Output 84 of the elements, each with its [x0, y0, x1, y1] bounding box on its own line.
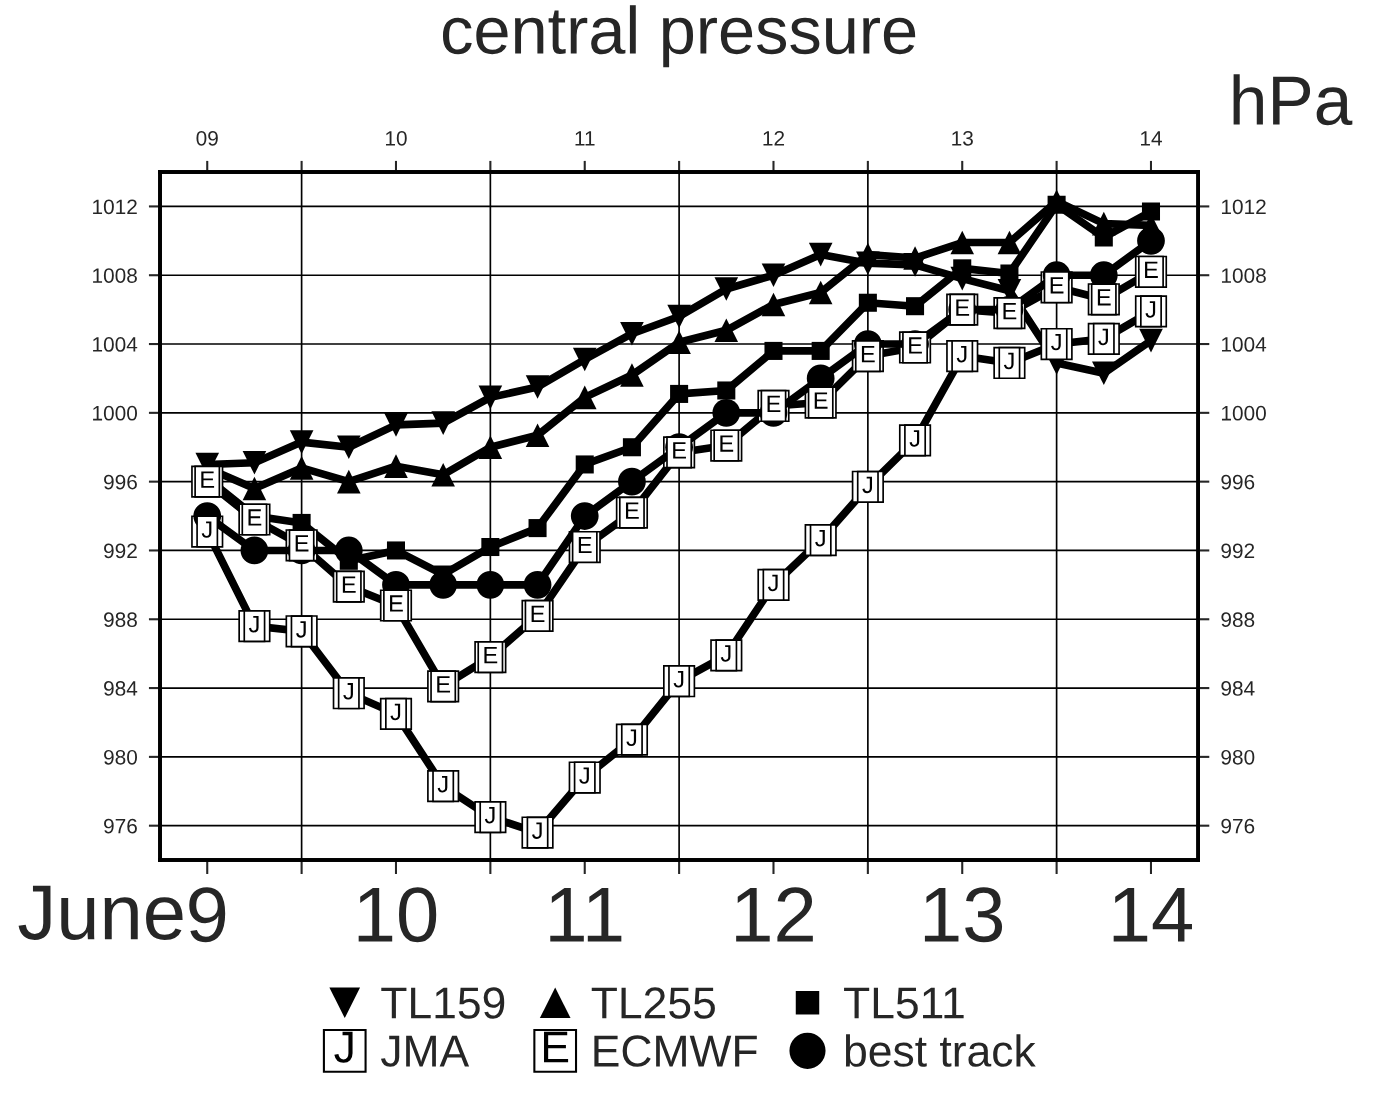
data-label: E	[625, 502, 639, 519]
data-label: J	[1145, 301, 1156, 318]
data-label: E	[342, 576, 356, 593]
text: J	[334, 1031, 353, 1063]
data-label: E	[909, 337, 922, 354]
data-label: J	[909, 430, 920, 447]
legend-label: TL511	[844, 987, 964, 1019]
data-label: E	[437, 676, 451, 693]
y-tick-label: 988	[104, 612, 137, 628]
data-label: J	[720, 645, 731, 662]
text: E	[544, 1031, 569, 1063]
legend-label: best track	[845, 1034, 1036, 1067]
data-label: E	[484, 646, 498, 664]
data-label: J	[956, 345, 967, 363]
x-tick-label: 9	[189, 887, 226, 943]
y-tick-label: 996	[104, 474, 137, 490]
data-label: E	[390, 595, 403, 612]
data-label: J	[532, 822, 542, 839]
y-tick-label: 1008	[93, 268, 137, 283]
data-label: E	[578, 536, 592, 554]
chart-title: central pressure	[442, 5, 916, 68]
data-label: E	[861, 345, 875, 363]
y2-tick-label: 1008	[1221, 268, 1266, 283]
x2-tick-label: 09	[196, 130, 218, 146]
y-tick-label: 1004	[93, 337, 138, 352]
data-label: J	[437, 775, 448, 793]
x-tick-label: 11	[550, 887, 622, 942]
y2-tick-label: 1004	[1221, 337, 1267, 352]
x-tick-label: 10	[358, 887, 437, 943]
y-tick-label: 1000	[93, 405, 138, 421]
y2-tick-label: 980	[1221, 749, 1255, 765]
x-tick-label: 12	[736, 887, 813, 942]
data-label: J	[484, 806, 495, 824]
x-tick-label: 13	[924, 887, 1003, 943]
data-label: J	[1003, 352, 1014, 370]
y-tick-label: 1012	[93, 199, 137, 215]
data-label: E	[956, 299, 970, 316]
y2-tick-label: 1000	[1221, 405, 1266, 421]
x2-tick-label: 12	[763, 130, 785, 146]
data-label: E	[201, 471, 215, 488]
data-label: J	[343, 683, 353, 700]
data-label: J	[862, 476, 873, 494]
data-label: E	[1097, 289, 1111, 306]
legend-label: ECMWF	[594, 1035, 757, 1067]
data-label: J	[767, 574, 778, 592]
data-label: J	[1051, 333, 1061, 351]
data-label: E	[1145, 261, 1158, 278]
y2-tick-label: 996	[1221, 474, 1255, 490]
legend-label: TL159	[381, 987, 505, 1019]
data-label: E	[814, 392, 828, 409]
legend-label: JMA	[380, 1035, 470, 1067]
y-tick-label: 992	[104, 543, 137, 559]
y2-tick-label: 1012	[1221, 199, 1266, 215]
data-label: J	[201, 521, 212, 538]
data-label: J	[579, 767, 589, 784]
x2-tick-label: 10	[385, 130, 407, 146]
data-label: J	[390, 703, 401, 721]
data-label: E	[531, 605, 545, 622]
legend-label: TL255	[591, 987, 715, 1019]
data-label: J	[1098, 328, 1108, 346]
data-label: J	[815, 530, 825, 547]
data-label: J	[248, 616, 259, 633]
data-label: E	[1003, 302, 1017, 320]
y2-axis-title: hPa	[1233, 74, 1353, 126]
data-label: E	[248, 509, 262, 526]
y2-tick-label: 988	[1221, 612, 1255, 628]
data-label: J	[673, 671, 684, 688]
data-label: E	[767, 395, 781, 413]
y2-tick-label: 992	[1221, 543, 1255, 559]
data-label: E	[1050, 277, 1064, 294]
x2-tick-label: 14	[1140, 131, 1162, 146]
y-tick-label: 984	[104, 681, 138, 696]
y2-tick-label: 976	[1221, 818, 1255, 834]
x2-tick-label: 13	[952, 130, 973, 146]
data-label: J	[626, 729, 637, 747]
x-tick-label: 14	[1113, 887, 1192, 942]
data-label: E	[295, 535, 309, 552]
y-tick-label: 976	[104, 818, 137, 834]
x-axis-title: June	[18, 885, 183, 940]
data-label: E	[720, 435, 734, 452]
y-tick-label: 980	[104, 749, 138, 765]
y2-tick-label: 984	[1221, 681, 1255, 696]
x2-tick-label: 11	[575, 131, 595, 146]
data-label: J	[296, 621, 306, 638]
